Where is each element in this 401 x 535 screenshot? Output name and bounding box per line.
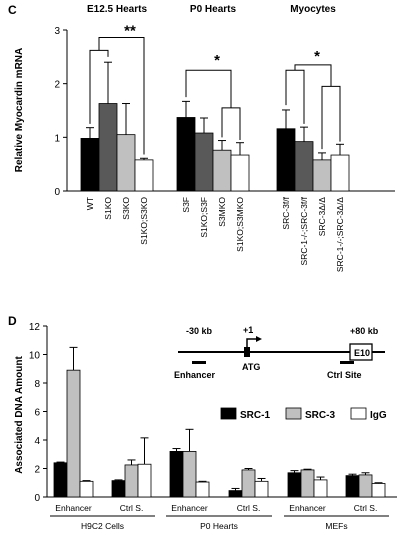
panel-c-category-label: S3MKO	[217, 197, 227, 227]
panel-c-bar	[194, 132, 214, 192]
panel-c-group-title: E12.5 Hearts	[87, 4, 147, 15]
panel-c-bar	[230, 154, 250, 192]
panel-d-bar	[313, 479, 328, 498]
panel-d-ytick-label: 10	[29, 351, 41, 362]
panel-d-site-label: Enhancer	[55, 503, 92, 513]
panel-c-category-label: WT	[85, 197, 95, 210]
panel-c-ylabel: Relative Myocardin mRNA	[14, 48, 25, 172]
e10-exon	[349, 343, 373, 361]
panel-d-legend: SRC-1 SRC-3 IgG	[220, 407, 387, 421]
panel-d-ytick-label: 6	[34, 408, 40, 419]
panel-d-site-label: Enhancer	[289, 503, 326, 513]
inset-label-enhancer: Enhancer	[174, 370, 216, 380]
panel-c-significance-bracket	[185, 69, 241, 141]
panel-c-significance-mark: *	[214, 52, 220, 69]
panel-c-category-label: S1KO;S3MKO	[235, 197, 245, 252]
panel-d-bar	[358, 474, 373, 498]
inset-label-minus30: -30 kb	[186, 326, 213, 336]
panel-c-category-label: S3F	[181, 197, 191, 213]
panel-c-bar	[312, 159, 332, 192]
panel-c-ytick-label: 1	[54, 133, 60, 144]
panel-d-site-label: Ctrl S.	[354, 503, 378, 513]
ctrl-site-marker	[340, 361, 354, 364]
panel-d-ytick-label: 4	[34, 436, 40, 447]
legend-label-src3: SRC-3	[305, 410, 335, 421]
enhancer-marker	[192, 361, 206, 364]
inset-label-ctrl-site: Ctrl Site	[327, 370, 362, 380]
legend-label-src1: SRC-1	[240, 410, 270, 421]
tss-arrow-icon	[246, 338, 257, 347]
panel-c-category-label: S1KO;S3KO	[139, 197, 149, 245]
panel-d-bar	[228, 490, 243, 498]
panel-c-group-title: Myocytes	[290, 4, 336, 15]
legend-swatch-src3	[285, 407, 302, 420]
panel-d-bar	[53, 462, 68, 498]
panel-c-ytick-label: 0	[54, 187, 60, 198]
panel-c-significance-bracket	[89, 37, 145, 155]
panel-d-ytick-label: 8	[34, 379, 40, 390]
panel-d-site-label: Enhancer	[171, 503, 208, 513]
panel-c-category-label: S1KO;S3F	[199, 197, 209, 238]
panel-c-bar	[276, 128, 296, 192]
panel-d-bar	[169, 450, 184, 498]
panel-d-group-title: MEFs	[325, 521, 347, 531]
tss-arrowhead-icon	[256, 336, 262, 342]
panel-c-category-label: SRC-3Δ/Δ	[317, 197, 327, 237]
panel-d-bar	[300, 469, 315, 498]
panel-d-bar	[66, 369, 81, 498]
panel-d-bar	[124, 464, 139, 498]
panel-c-significance-mark: **	[124, 22, 136, 39]
panel-c-bar	[330, 154, 350, 192]
panel-c-bar	[212, 149, 232, 192]
panel-d-ytick-label: 12	[29, 322, 41, 333]
inset-label-plus1: +1	[243, 325, 253, 335]
panel-d-plot: 0 2 4 6 8 10 12 Enhancer Ctrl S. H9C2 Cells Enhanc…	[29, 322, 397, 531]
panel-c-significance-bracket	[285, 64, 341, 150]
panel-d-bar	[111, 480, 126, 498]
panel-d-bar	[195, 481, 210, 498]
panel-d-ylabel: Associated DNA Amount	[14, 356, 25, 474]
panel-d-bar	[241, 469, 256, 498]
panel-d-letter: D	[8, 314, 17, 328]
panel-c-bar	[98, 103, 118, 192]
panel-c-group-title: P0 Hearts	[190, 4, 237, 15]
panel-c-category-label: SRC-1-/-;SRC-3f/f	[299, 196, 309, 265]
panel-c-bar	[116, 134, 136, 192]
legend-label-igg: IgG	[370, 410, 387, 421]
panel-c-significance-mark: *	[314, 48, 320, 65]
legend-swatch-igg	[350, 407, 367, 420]
panel-c-category-label: SRC-1-/-;SRC-3Δ/Δ	[335, 197, 345, 272]
panel-d-bar	[79, 480, 94, 498]
panel-d-bar	[371, 483, 386, 498]
atg-exon	[244, 347, 250, 357]
panel-d-ytick-label: 0	[34, 493, 40, 504]
panel-c-bar	[134, 159, 154, 192]
panel-c-category-label: S3KO	[121, 197, 131, 220]
inset-label-atg: ATG	[242, 362, 260, 372]
panel-c-bar	[294, 141, 314, 192]
panel-d-group-title: H9C2 Cells	[81, 521, 124, 531]
gene-map-inset: -30 kb +1 +80 kb Enhancer ATG Ctrl Site …	[174, 325, 385, 380]
panel-c-bar	[176, 117, 196, 192]
panel-d-site-label: Ctrl S.	[237, 503, 261, 513]
panel-d-bar	[137, 463, 152, 498]
inset-label-e10: E10	[354, 348, 370, 358]
panel-d-bar	[182, 450, 197, 498]
panel-d-site-label: Ctrl S.	[120, 503, 144, 513]
panel-c-category-label: SRC-3f/f	[281, 196, 291, 229]
panel-d-bar	[345, 475, 360, 498]
legend-swatch-src1	[220, 407, 237, 420]
panel-d-bar	[287, 472, 302, 498]
panel-c-ytick-label: 3	[54, 26, 60, 37]
panel-c-ytick-label: 2	[54, 80, 60, 91]
panel-c-letter: C	[8, 3, 17, 17]
panel-d-group-title: P0 Hearts	[200, 521, 238, 531]
panel-c-category-label: S1KO	[103, 197, 113, 220]
inset-label-plus80: +80 kb	[350, 326, 379, 336]
panel-c-bar	[80, 138, 100, 192]
panel-d-ytick-label: 2	[34, 465, 40, 476]
panel-d-bar	[254, 480, 269, 498]
